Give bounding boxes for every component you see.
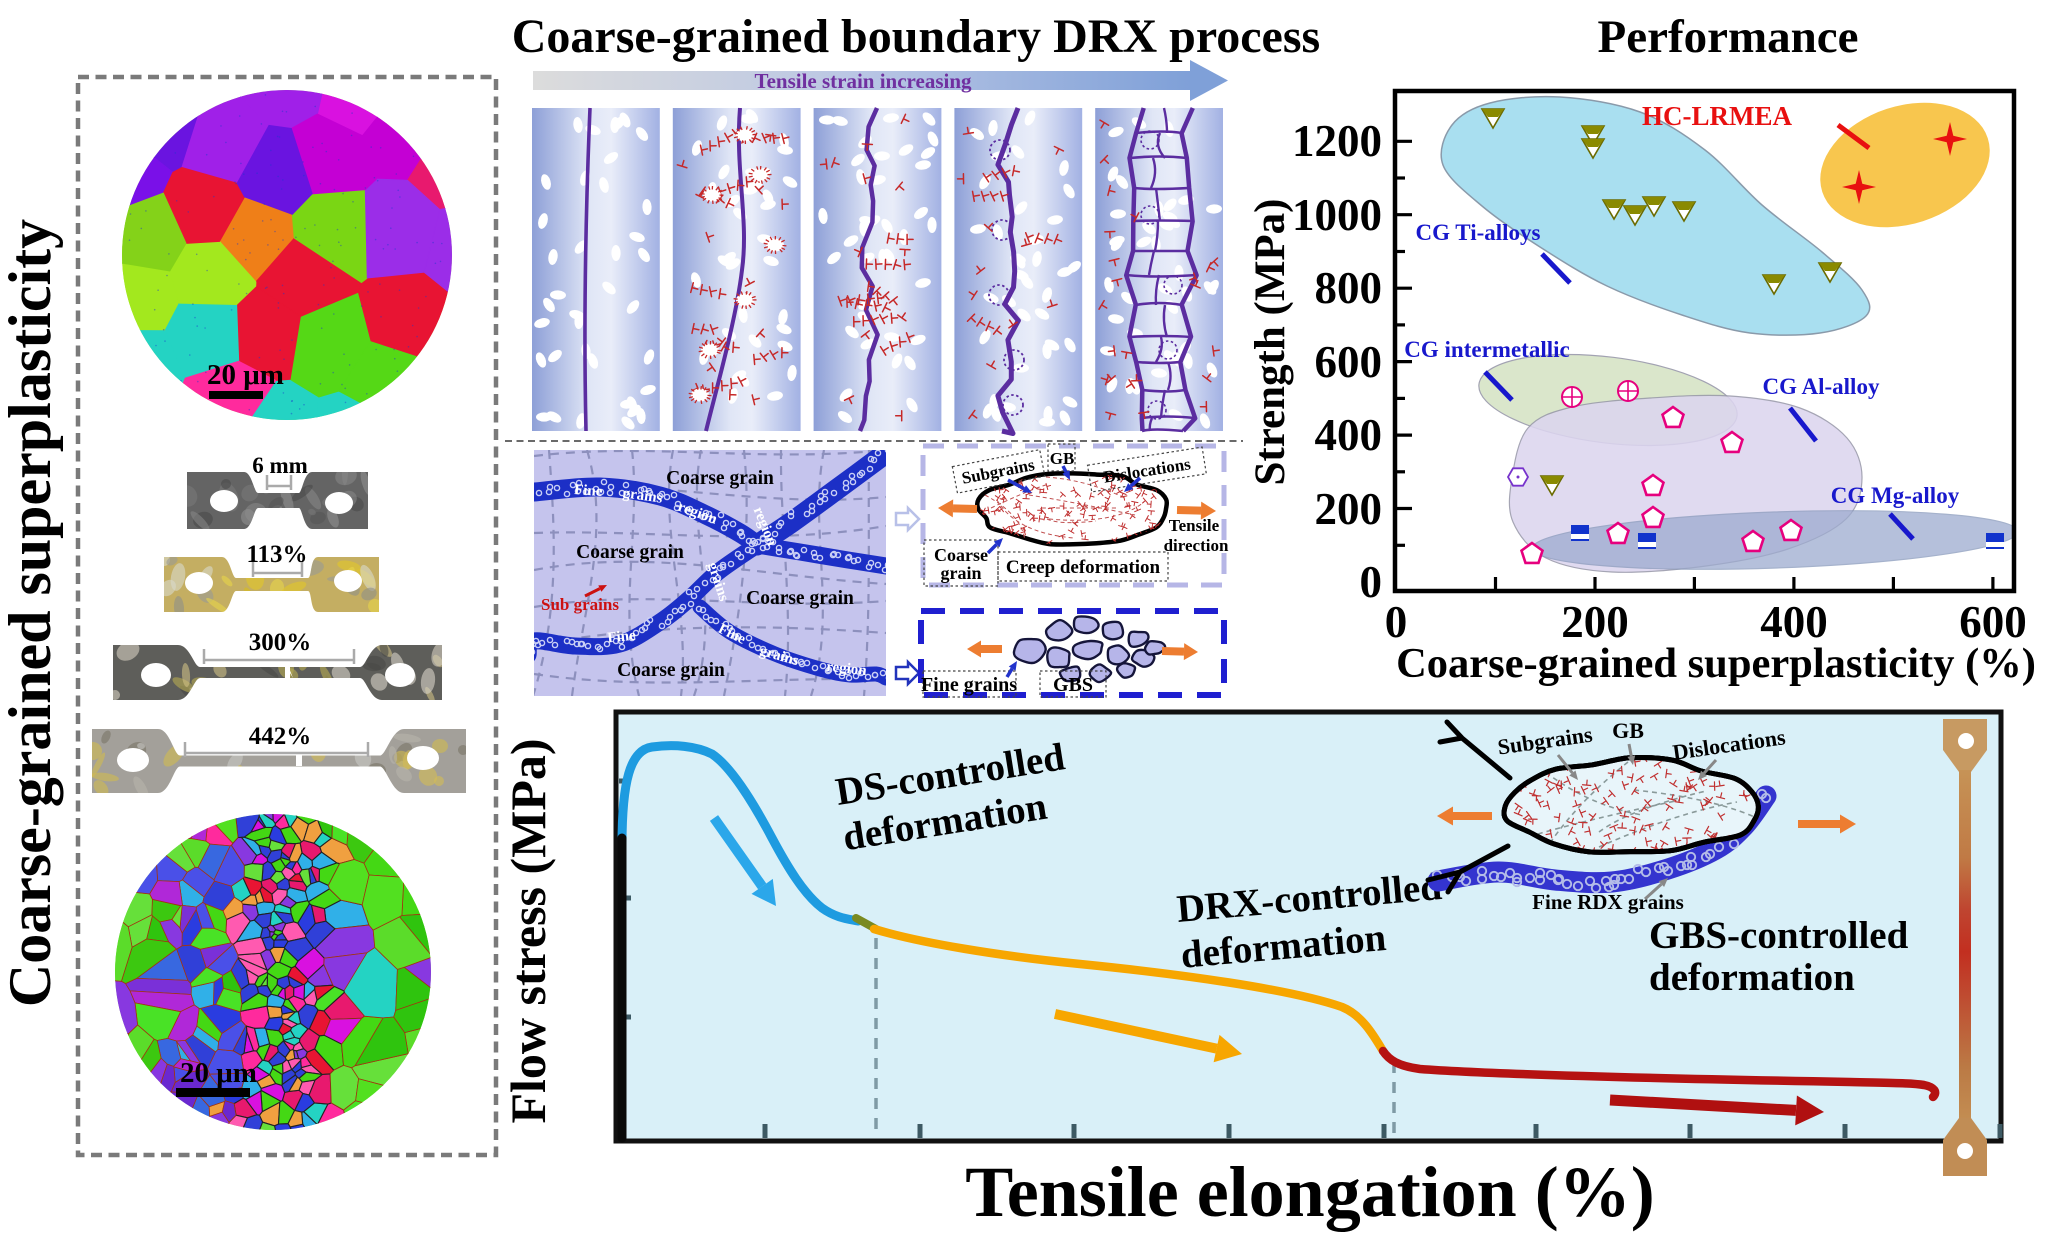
svg-text:1200: 1200 — [1292, 116, 1382, 166]
svg-text:800: 800 — [1315, 263, 1383, 313]
svg-text:GB: GB — [1612, 718, 1644, 743]
svg-text:200: 200 — [1561, 597, 1629, 647]
svg-text:113%: 113% — [246, 541, 307, 568]
svg-text:deformation: deformation — [1649, 956, 1855, 999]
svg-text:Coarse grain: Coarse grain — [617, 660, 725, 681]
svg-text:Fine grains: Fine grains — [921, 674, 1017, 696]
svg-text:400: 400 — [1315, 410, 1383, 460]
svg-text:region: region — [825, 659, 868, 679]
svg-text:CG intermetallic: CG intermetallic — [1404, 337, 1569, 362]
svg-text:600: 600 — [1959, 597, 2027, 647]
svg-text:grain: grain — [940, 563, 981, 583]
svg-text:Creep deformation: Creep deformation — [1006, 557, 1161, 578]
svg-text:Sub grains: Sub grains — [541, 595, 619, 614]
svg-text:200: 200 — [1315, 484, 1383, 534]
svg-text:Coarse grain: Coarse grain — [666, 468, 774, 489]
svg-text:442%: 442% — [249, 723, 312, 750]
svg-text:0: 0 — [1360, 557, 1383, 607]
svg-text:Coarse-grained superplasticity: Coarse-grained superplasticity — [0, 219, 63, 1007]
svg-text:Flow stress (MPa): Flow stress (MPa) — [500, 738, 556, 1123]
svg-text:Strength (MPa): Strength (MPa) — [1247, 198, 1294, 485]
svg-text:grains: grains — [622, 485, 664, 506]
svg-text:CG Ti-alloys: CG Ti-alloys — [1415, 220, 1540, 245]
svg-text:Coarse-grained superplasticity: Coarse-grained superplasticity (%) — [1396, 640, 2036, 687]
svg-text:0: 0 — [1385, 597, 1408, 647]
svg-text:Tensile elongation (%): Tensile elongation (%) — [965, 1152, 1654, 1232]
svg-text:6 mm: 6 mm — [252, 453, 308, 478]
svg-text:Performance: Performance — [1598, 11, 1859, 63]
svg-text:Tensile: Tensile — [1169, 516, 1220, 535]
svg-text:Fine: Fine — [574, 482, 604, 500]
svg-text:GBS: GBS — [1053, 674, 1093, 696]
svg-text:GB: GB — [1050, 449, 1075, 468]
svg-text:Tensile strain increasing: Tensile strain increasing — [754, 69, 972, 93]
svg-text:Coarse grain: Coarse grain — [576, 542, 684, 563]
svg-text:Fine RDX grains: Fine RDX grains — [1532, 890, 1684, 914]
svg-text:CG Mg-alloy: CG Mg-alloy — [1831, 483, 1960, 508]
svg-text:300%: 300% — [249, 629, 312, 656]
svg-text:HC-LRMEA: HC-LRMEA — [1642, 101, 1792, 131]
svg-text:GBS-controlled: GBS-controlled — [1649, 914, 1909, 957]
svg-text:400: 400 — [1760, 597, 1828, 647]
svg-text:Coarse-grained boundary DRX pr: Coarse-grained boundary DRX process — [512, 10, 1320, 63]
svg-text:CG Al-alloy: CG Al-alloy — [1763, 374, 1880, 399]
svg-text:1000: 1000 — [1292, 190, 1382, 240]
svg-text:direction: direction — [1164, 536, 1229, 555]
svg-text:Fine: Fine — [607, 628, 637, 647]
svg-text:600: 600 — [1315, 337, 1383, 387]
svg-text:20 μm: 20 μm — [207, 359, 284, 391]
svg-text:Coarse: Coarse — [934, 545, 988, 565]
svg-text:Coarse grain: Coarse grain — [746, 588, 854, 609]
svg-text:20 μm: 20 μm — [180, 1057, 257, 1089]
